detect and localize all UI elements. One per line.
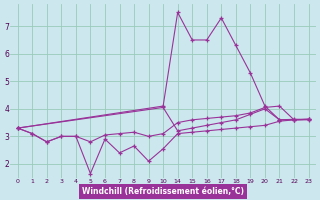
X-axis label: Windchill (Refroidissement éolien,°C): Windchill (Refroidissement éolien,°C) <box>82 187 244 196</box>
